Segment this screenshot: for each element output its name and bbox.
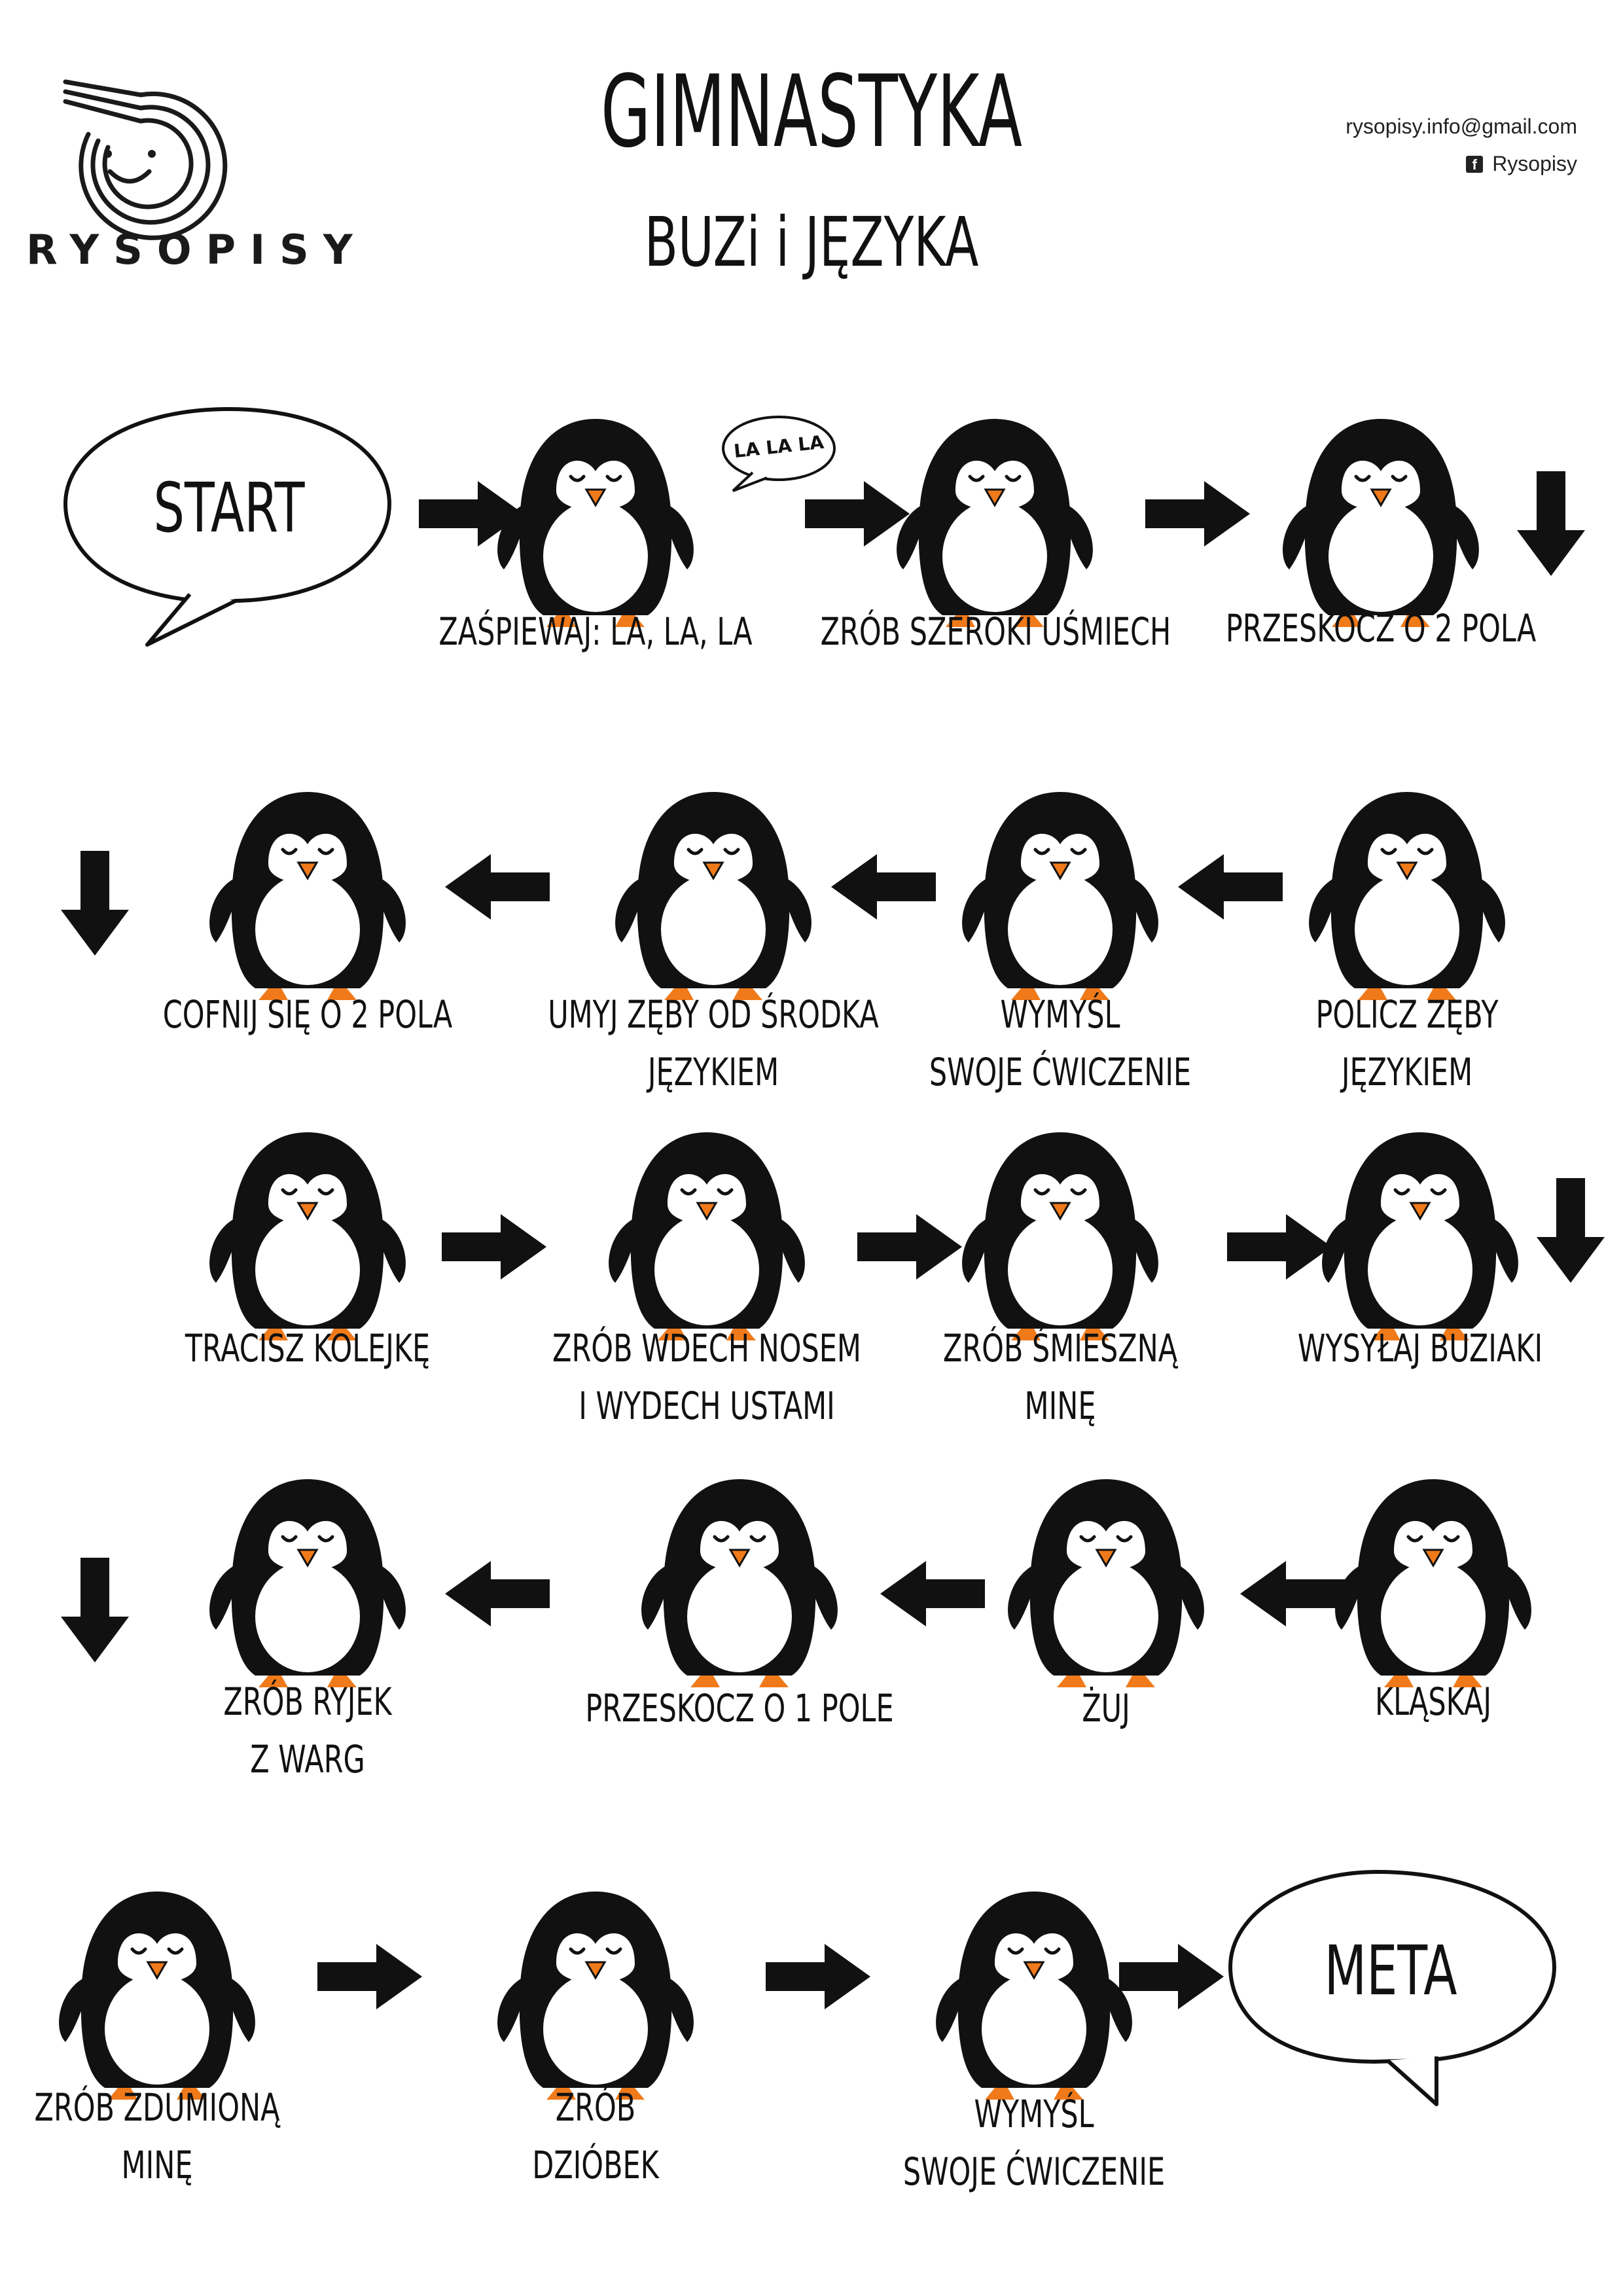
square-17-label: ZRÓB DZIÓBEK (360, 2079, 831, 2194)
penguin-icon-2 (897, 419, 1093, 627)
penguin-icon-8 (209, 1132, 406, 1340)
square-3-line-1: PRZESKOCZ O 2 POLA (1225, 606, 1537, 651)
square-17-line-1: ZRÓB (555, 2085, 636, 2130)
square-16-label: ZRÓB ZDUMIONĄ MINĘ (0, 2079, 393, 2194)
finish-bubble (1228, 1869, 1557, 2064)
arrow-left-icon-7 (445, 854, 550, 920)
square-8-line-1: TRACISZ KOLEJKĘ (185, 1326, 431, 1371)
square-18-line-2: SWOJE ĆWICZENIE (902, 2149, 1166, 2194)
square-4-line-2: JĘZYKIEM (1341, 1050, 1473, 1094)
square-15-line-2: Z WARG (250, 1737, 365, 1782)
square-10-label: ZRÓB ŚMIESZNĄ MINĘ (825, 1319, 1296, 1435)
arrow-down-icon-12 (1537, 1178, 1605, 1283)
facebook-name: Rysopisy (1492, 152, 1577, 175)
square-1-line-1: ZAŚPIEWAJ: LA, LA, LA (438, 609, 753, 654)
square-6-line-2: JĘZYKIEM (647, 1050, 779, 1094)
penguin-icon-17 (497, 1892, 694, 2100)
penguin-icon-10 (962, 1132, 1158, 1340)
facebook-link[interactable]: f Rysopisy (1466, 152, 1577, 176)
square-11-line-1: WYSYŁAJ BUZIAKI (1297, 1326, 1543, 1371)
penguin-icon-6 (615, 792, 812, 1000)
penguin-icon-4 (1309, 792, 1505, 1000)
square-11-label: WYSYŁAJ BUZIAKI (1185, 1319, 1623, 1377)
arrow-right-icon-3 (1145, 481, 1250, 547)
square-17-line-2: DZIÓBEK (532, 2143, 659, 2187)
arrow-left-icon-6 (831, 854, 936, 920)
arrow-right-icon-18 (766, 1944, 870, 2009)
arrow-right-icon-11 (1227, 1214, 1332, 1280)
penguin-icon-18 (936, 1892, 1132, 2100)
start-label: START (153, 468, 305, 548)
arrow-left-icon-13 (1240, 1561, 1345, 1626)
square-14-label: PRZESKOCZ O 1 POLE (504, 1679, 975, 1737)
square-16-line-1: ZRÓB ZDUMIONĄ (34, 2085, 280, 2130)
arrow-down-icon-8 (61, 851, 129, 956)
arrow-right-icon-19 (1119, 1944, 1224, 2009)
square-6-label: UMYJ ZĘBY OD ŚRODKA JĘZYKIEM (478, 986, 949, 1101)
penguin-icon-12 (1335, 1479, 1531, 1687)
square-16-line-2: MINĘ (121, 2143, 193, 2187)
penguin-icon-3 (1283, 419, 1479, 627)
page-subtitle: BUZi i JĘZYKA (644, 202, 979, 282)
start-bubble (63, 406, 392, 605)
arrow-left-icon-14 (880, 1561, 985, 1626)
arrow-right-icon-1 (419, 481, 524, 547)
arrow-left-icon-5 (1178, 854, 1283, 920)
arrow-right-icon-17 (317, 1944, 422, 2009)
square-10-line-1: ZRÓB ŚMIESZNĄ (942, 1326, 1178, 1371)
square-2-line-1: ZRÓB SZEROKI UŚMIECH (820, 609, 1171, 654)
square-4-label: POLICZ ZĘBY JĘZYKIEM (1171, 986, 1623, 1101)
penguin-icon-7 (209, 792, 406, 1000)
square-8-label: TRACISZ KOLEJKĘ (72, 1319, 543, 1377)
speech-bubble-tail (732, 471, 768, 492)
square-13-label: ŻUJ (870, 1679, 1342, 1737)
square-4-line-1: POLICZ ZĘBY (1315, 992, 1499, 1037)
square-18-label: WYMYŚL SWOJE ĆWICZENIE (798, 2085, 1270, 2200)
square-18-line-1: WYMYŚL (974, 2092, 1094, 2136)
square-15-line-1: ZRÓB RYJEK (223, 1679, 392, 1724)
square-9-label: ZRÓB WDECH NOSEM I WYDECH USTAMI (471, 1319, 942, 1435)
square-1-label: ZAŚPIEWAJ: LA, LA, LA (360, 603, 831, 660)
arrow-right-icon-2 (805, 481, 910, 547)
penguin-icon-1 (497, 419, 694, 627)
square-6-line-1: UMYJ ZĘBY OD ŚRODKA (548, 992, 879, 1037)
facebook-icon: f (1466, 156, 1484, 173)
square-7-line-1: COFNIJ SIĘ O 2 POLA (162, 992, 453, 1037)
square-9-line-1: ZRÓB WDECH NOSEM (552, 1326, 861, 1371)
square-12-line-1: KLĄSKAJ (1374, 1679, 1492, 1724)
square-5-label: WYMYŚL SWOJE ĆWICZENIE (825, 986, 1296, 1101)
arrow-down-icon-4 (1517, 471, 1585, 576)
contact-email[interactable]: rysopisy.info@gmail.com (1346, 115, 1577, 138)
penguin-icon-16 (59, 1892, 255, 2100)
penguin-icon-9 (609, 1132, 805, 1340)
arrow-down-icon-16 (61, 1558, 129, 1662)
arrow-right-icon-10 (857, 1214, 962, 1280)
square-9-line-2: I WYDECH USTAMI (579, 1384, 835, 1428)
page-title: GIMNASTYKA (601, 54, 1022, 170)
start-bubble-tail (145, 593, 237, 647)
square-10-line-2: MINĘ (1024, 1384, 1096, 1428)
finish-bubble-tail (1386, 2056, 1438, 2106)
penguin-icon-11 (1322, 1132, 1518, 1340)
speech-bubble (722, 416, 836, 481)
square-5-line-1: WYMYŚL (1000, 992, 1120, 1037)
square-7-label: COFNIJ SIĘ O 2 POLA (72, 986, 543, 1043)
finish-label: META (1324, 1931, 1457, 2011)
arrow-right-icon-9 (442, 1214, 546, 1280)
square-13-line-1: ŻUJ (1082, 1686, 1130, 1731)
penguin-icon-15 (209, 1479, 406, 1687)
square-3-label: PRZESKOCZ O 2 POLA (1145, 600, 1616, 657)
square-2-label: ZRÓB SZEROKI UŚMIECH (759, 603, 1230, 660)
square-5-line-2: SWOJE ĆWICZENIE (929, 1050, 1192, 1094)
square-14-line-1: PRZESKOCZ O 1 POLE (585, 1686, 894, 1731)
penguin-icon-5 (962, 792, 1158, 1000)
penguin-icon-13 (1008, 1479, 1204, 1687)
square-15-label: ZRÓB RYJEK Z WARG (72, 1673, 543, 1788)
penguin-icon-14 (641, 1479, 838, 1687)
arrow-left-icon-15 (445, 1561, 550, 1626)
square-12-label: KLĄSKAJ (1198, 1673, 1623, 1731)
